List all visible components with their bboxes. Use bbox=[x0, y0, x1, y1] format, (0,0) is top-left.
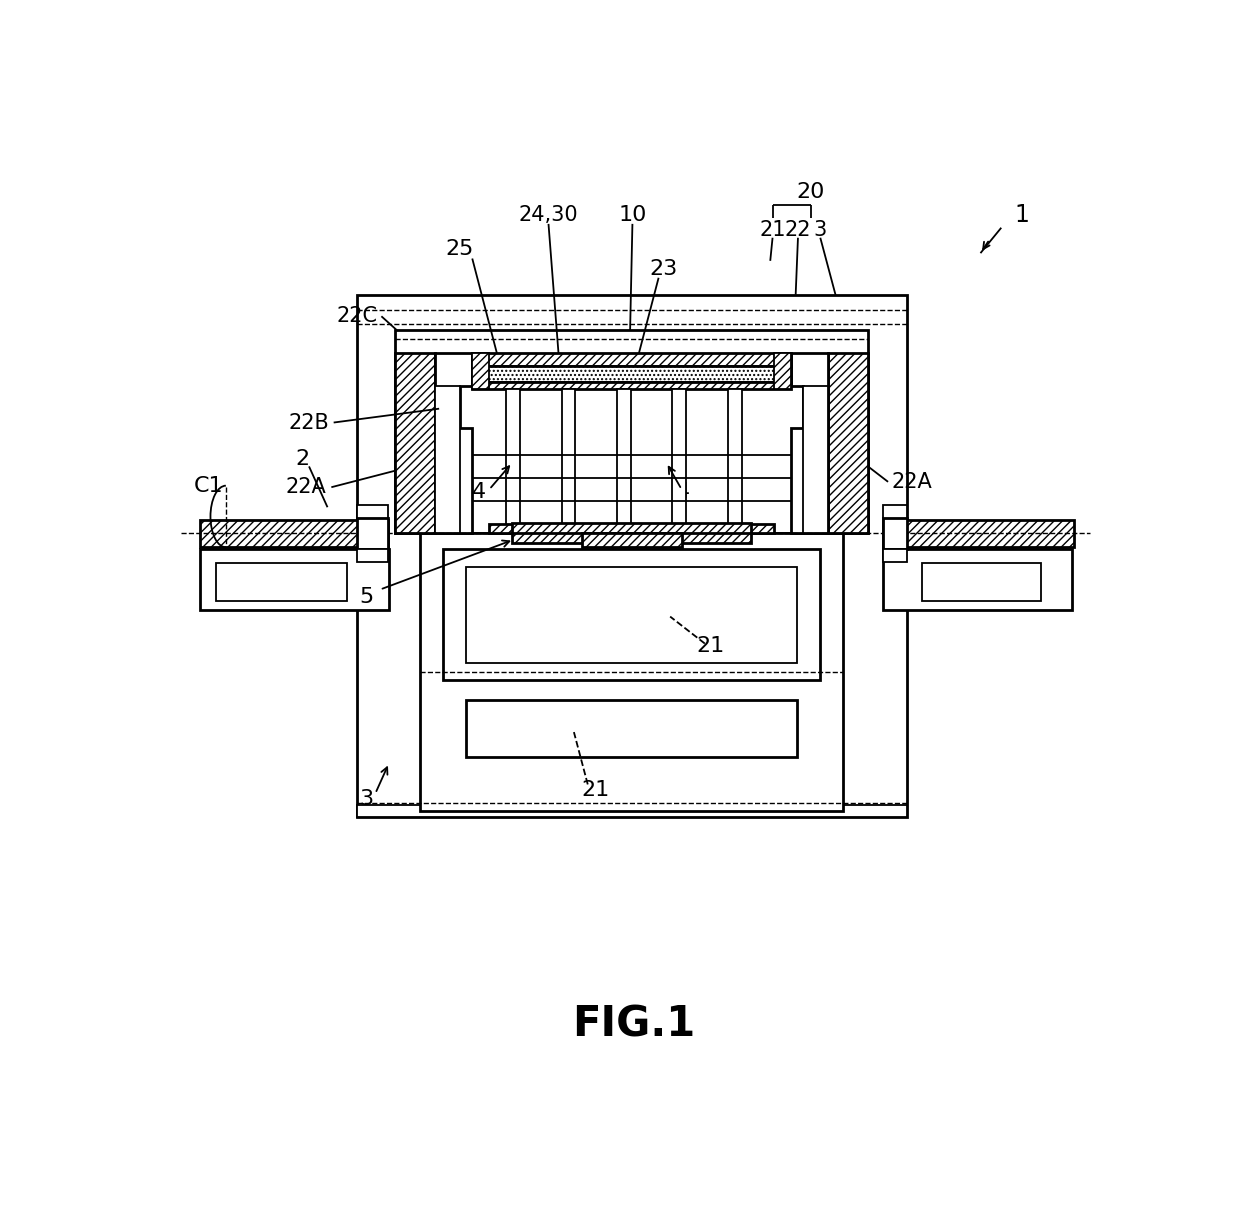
Polygon shape bbox=[472, 354, 490, 389]
Bar bbox=[883, 518, 906, 548]
Text: 4: 4 bbox=[676, 482, 691, 502]
Bar bbox=[618, 389, 631, 524]
Bar bbox=[216, 563, 347, 601]
Bar bbox=[582, 534, 682, 547]
Bar bbox=[357, 295, 906, 816]
Bar bbox=[804, 386, 828, 534]
Bar bbox=[672, 389, 686, 524]
Bar bbox=[466, 567, 797, 662]
Bar bbox=[357, 518, 388, 548]
Bar bbox=[921, 563, 1042, 601]
Bar bbox=[728, 389, 742, 524]
Bar bbox=[357, 548, 388, 562]
Bar bbox=[435, 386, 460, 534]
Text: 3: 3 bbox=[358, 789, 373, 809]
Polygon shape bbox=[883, 519, 1074, 547]
Polygon shape bbox=[490, 524, 774, 543]
Text: 22B: 22B bbox=[288, 412, 329, 432]
Text: 1: 1 bbox=[1014, 203, 1029, 226]
Bar bbox=[472, 366, 791, 382]
Text: 22A: 22A bbox=[285, 477, 326, 497]
Bar bbox=[420, 534, 843, 810]
Polygon shape bbox=[828, 354, 868, 534]
Polygon shape bbox=[435, 354, 472, 534]
Bar bbox=[506, 389, 520, 524]
Text: 3: 3 bbox=[813, 220, 827, 240]
Polygon shape bbox=[201, 519, 388, 547]
Text: FIG.1: FIG.1 bbox=[573, 1004, 696, 1045]
Bar bbox=[562, 389, 575, 524]
Text: 24,30: 24,30 bbox=[518, 204, 578, 225]
Text: 10: 10 bbox=[619, 204, 646, 225]
Text: 22A: 22A bbox=[892, 471, 932, 492]
Bar bbox=[466, 700, 797, 756]
Text: 4: 4 bbox=[472, 482, 486, 502]
Bar bbox=[201, 548, 389, 611]
Bar bbox=[443, 548, 821, 679]
Text: 25: 25 bbox=[445, 239, 474, 258]
Polygon shape bbox=[512, 523, 751, 534]
Polygon shape bbox=[472, 382, 791, 389]
Text: 20: 20 bbox=[796, 181, 825, 202]
Text: 21: 21 bbox=[582, 780, 610, 799]
Bar bbox=[357, 506, 388, 518]
Bar bbox=[883, 506, 906, 518]
Text: 21: 21 bbox=[697, 635, 725, 656]
Text: 22: 22 bbox=[785, 220, 811, 240]
Polygon shape bbox=[472, 354, 791, 366]
Bar bbox=[883, 548, 1073, 611]
Text: 23: 23 bbox=[650, 258, 678, 279]
Bar bbox=[883, 548, 906, 562]
Polygon shape bbox=[396, 354, 435, 534]
Text: 2: 2 bbox=[296, 449, 310, 469]
Text: 21: 21 bbox=[759, 220, 786, 240]
Bar bbox=[357, 805, 906, 816]
Polygon shape bbox=[791, 354, 828, 534]
Text: 5: 5 bbox=[358, 588, 373, 607]
Polygon shape bbox=[774, 354, 791, 389]
Text: 22C: 22C bbox=[336, 306, 377, 327]
Text: C1: C1 bbox=[193, 476, 223, 496]
Bar bbox=[396, 330, 868, 534]
